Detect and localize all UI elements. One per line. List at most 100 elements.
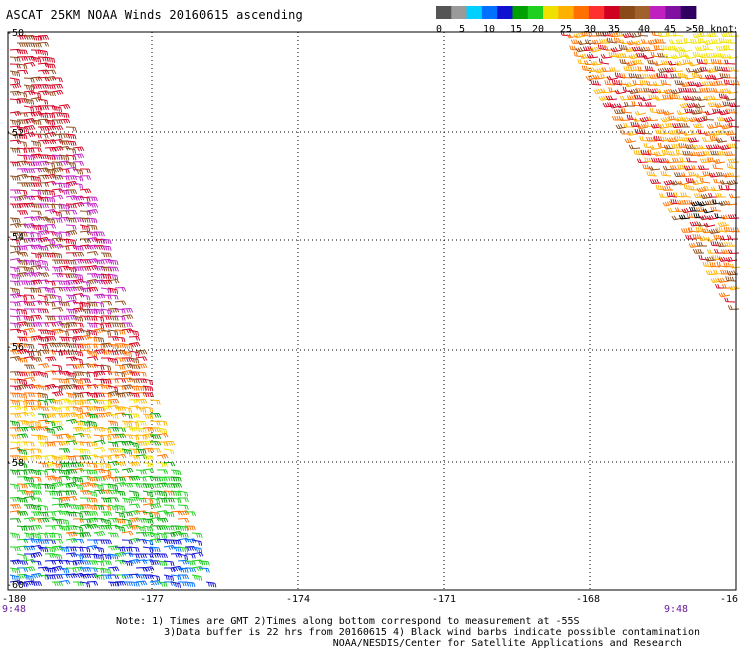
wind-barb <box>587 67 600 72</box>
wind-barb <box>37 272 50 278</box>
wind-barb <box>65 552 78 558</box>
wind-barb <box>730 79 740 86</box>
wind-barb <box>44 483 56 490</box>
wind-barb <box>16 272 29 278</box>
wind-barb <box>65 189 78 195</box>
wind-barb <box>107 278 120 284</box>
wind-barb <box>648 165 661 171</box>
wind-barb <box>729 172 740 178</box>
wind-barb <box>621 53 634 58</box>
wind-barb <box>623 66 635 72</box>
wind-barb <box>142 539 154 546</box>
wind-barb <box>689 206 700 212</box>
wind-barb <box>698 254 710 261</box>
wind-barb <box>44 301 56 307</box>
wind-barb <box>79 343 91 349</box>
wind-barb <box>149 448 162 453</box>
wind-barb <box>65 525 78 531</box>
wind-barb <box>30 300 43 306</box>
wind-barb <box>23 574 35 581</box>
wind-barb <box>626 114 638 121</box>
wind-barb <box>678 87 690 93</box>
wind-barb <box>37 105 50 111</box>
wind-barb <box>604 80 616 86</box>
wind-barb <box>9 56 21 62</box>
wind-barb <box>678 214 691 220</box>
wind-barb <box>720 123 733 130</box>
wind-barb <box>37 224 49 231</box>
wind-barb <box>667 60 680 66</box>
wind-barb <box>676 199 689 205</box>
wind-barb <box>23 280 35 286</box>
wind-barb <box>690 129 702 135</box>
wind-barb <box>142 566 155 572</box>
wind-barb <box>51 266 63 273</box>
time-label-right: 9:48 <box>664 604 688 615</box>
wind-barb <box>114 461 127 467</box>
wind-barb <box>121 420 133 427</box>
wind-barb <box>142 490 153 498</box>
wind-barb <box>684 54 697 60</box>
lat-label-5: -58 <box>6 458 24 469</box>
wind-barb <box>177 525 189 532</box>
wind-barb <box>72 413 84 420</box>
colorbar-unit-label: >50 knots <box>686 24 736 35</box>
wind-barb <box>23 161 35 167</box>
wind-barb <box>170 476 182 482</box>
wind-barb <box>16 126 28 133</box>
wind-barb <box>692 248 705 254</box>
wind-barb <box>58 322 70 329</box>
wind-barb <box>86 517 99 523</box>
wind-barb <box>703 58 715 65</box>
wind-barb <box>657 67 670 73</box>
wind-barb <box>682 150 694 156</box>
wind-barb <box>676 94 687 100</box>
wind-barb <box>704 110 717 116</box>
wind-barb <box>613 37 625 44</box>
wind-barb <box>719 179 732 185</box>
wind-barb <box>712 199 724 205</box>
wind-barb <box>37 308 49 314</box>
wind-barb <box>128 454 141 460</box>
wind-barb <box>114 392 126 398</box>
wind-barb <box>170 574 182 581</box>
wind-barb <box>712 108 724 114</box>
wind-barb <box>65 573 78 579</box>
wind-barb <box>717 277 730 283</box>
wind-barb <box>79 308 91 315</box>
wind-barb <box>44 532 56 539</box>
wind-barb <box>86 420 98 427</box>
wind-barb <box>653 151 666 157</box>
colorbar-tick-30: 30 <box>584 24 596 35</box>
wind-barb <box>37 504 49 511</box>
wind-barb <box>51 385 63 392</box>
wind-barb <box>79 441 91 447</box>
wind-barb <box>44 546 56 553</box>
colorbar-swatch <box>665 6 682 19</box>
wind-barb <box>121 573 134 579</box>
wind-barb <box>720 32 733 38</box>
wind-barb <box>716 116 729 122</box>
wind-barb <box>149 434 162 440</box>
wind-barb <box>30 252 42 259</box>
wind-barb <box>44 84 56 90</box>
wind-barb <box>86 209 99 215</box>
wind-barb <box>142 406 154 413</box>
wind-barb <box>177 537 190 543</box>
wind-barb <box>16 91 28 98</box>
wind-barb <box>135 349 148 355</box>
wind-barb <box>23 420 35 427</box>
wind-barb <box>93 412 106 418</box>
wind-barb <box>16 245 28 251</box>
wind-barb <box>605 95 618 101</box>
wind-barb <box>9 90 22 96</box>
wind-barb <box>30 56 42 63</box>
wind-barb <box>720 214 733 220</box>
wind-barb <box>23 105 35 112</box>
wind-barb <box>135 580 148 586</box>
wind-barb <box>107 343 119 350</box>
wind-barb <box>16 42 29 48</box>
wind-barb <box>142 518 154 524</box>
wind-barb <box>714 121 726 128</box>
wind-barb <box>637 66 649 72</box>
